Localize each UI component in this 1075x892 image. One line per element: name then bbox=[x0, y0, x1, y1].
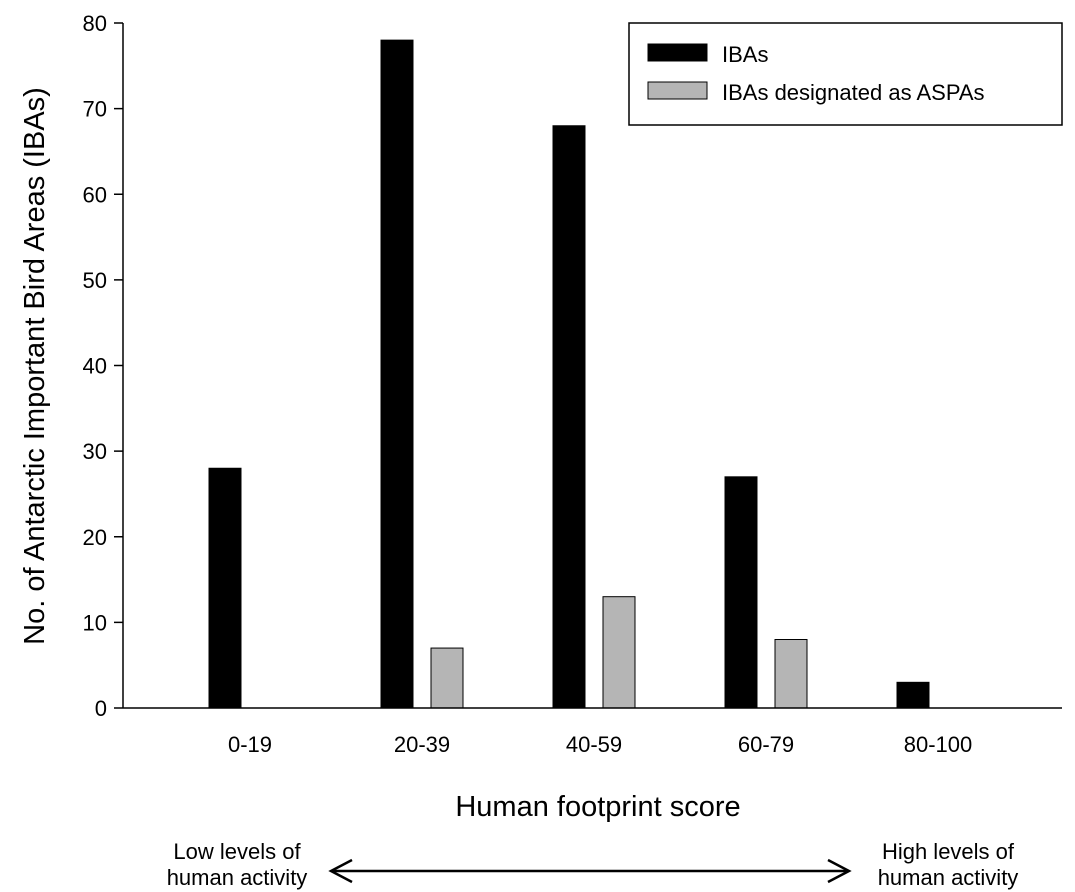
bars-group bbox=[208, 39, 930, 709]
y-tick-label: 70 bbox=[83, 97, 107, 122]
y-tick-label: 10 bbox=[83, 610, 107, 635]
bar-ibas-0-19 bbox=[208, 467, 242, 709]
x-tick-label: 40-59 bbox=[566, 732, 622, 757]
legend-label-aspas: IBAs designated as ASPAs bbox=[722, 80, 985, 105]
high-activity-line2: human activity bbox=[878, 865, 1019, 890]
y-tick-label: 40 bbox=[83, 354, 107, 379]
arrow-right-head bbox=[827, 858, 852, 884]
bar-ibas-80-100 bbox=[896, 681, 930, 709]
legend-label-ibas: IBAs bbox=[722, 42, 768, 67]
y-axis-label: No. of Antarctic Important Bird Areas (I… bbox=[19, 87, 51, 645]
low-activity-line1: Low levels of bbox=[173, 839, 301, 864]
bar-ibas-40-59 bbox=[552, 125, 586, 709]
legend: IBAs IBAs designated as ASPAs bbox=[628, 22, 1063, 126]
arrow-left-head bbox=[328, 858, 353, 884]
bar-ibas-20-39 bbox=[380, 39, 414, 709]
y-tick-label: 0 bbox=[95, 696, 107, 721]
bar-aspas-20-39 bbox=[430, 647, 464, 709]
y-tick-label: 50 bbox=[83, 268, 107, 293]
bar-ibas-60-79 bbox=[724, 476, 758, 709]
y-tick-label: 30 bbox=[83, 439, 107, 464]
x-ticks-group: 0-19 20-39 40-59 60-79 80-100 bbox=[228, 732, 972, 757]
bar-aspas-40-59 bbox=[602, 596, 636, 709]
y-tick-label: 80 bbox=[83, 11, 107, 36]
legend-box bbox=[628, 22, 1063, 126]
bar-aspas-60-79 bbox=[774, 639, 808, 709]
legend-swatch-ibas bbox=[647, 43, 708, 62]
y-tick-label: 20 bbox=[83, 525, 107, 550]
x-tick-label: 60-79 bbox=[738, 732, 794, 757]
x-tick-label: 0-19 bbox=[228, 732, 272, 757]
y-tick-label: 60 bbox=[83, 182, 107, 207]
x-tick-label: 20-39 bbox=[394, 732, 450, 757]
low-activity-line2: human activity bbox=[167, 865, 308, 890]
x-axis-label: Human footprint score bbox=[455, 791, 740, 823]
y-ticks-group: 0 10 20 30 40 50 60 70 80 bbox=[83, 11, 123, 721]
x-tick-label: 80-100 bbox=[904, 732, 973, 757]
legend-swatch-aspas bbox=[647, 81, 708, 100]
activity-annotation: Low levels of human activity High levels… bbox=[167, 839, 1019, 890]
high-activity-line1: High levels of bbox=[882, 839, 1015, 864]
